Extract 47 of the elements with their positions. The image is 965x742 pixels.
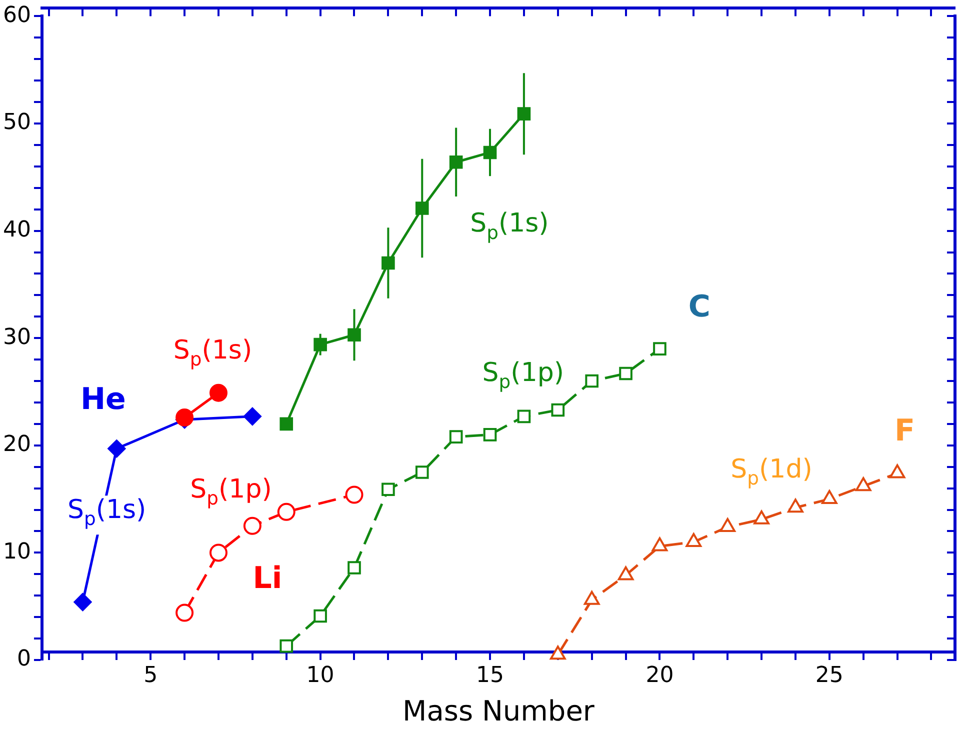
annotation: C <box>688 289 710 324</box>
point <box>483 146 497 160</box>
x-tick-label: 10 <box>306 662 334 688</box>
point <box>176 604 194 622</box>
x-tick-label: 15 <box>476 662 504 688</box>
point <box>209 384 228 402</box>
point <box>345 486 364 504</box>
x-tick-label: 5 <box>144 662 158 688</box>
point <box>619 366 632 380</box>
x-tick-label: 25 <box>815 662 844 688</box>
y-tick-label: 50 <box>2 110 31 136</box>
y-tick-label: 40 <box>2 218 31 243</box>
point <box>415 466 429 479</box>
point <box>243 516 262 535</box>
y-tick-label: 60 <box>2 2 31 28</box>
point <box>74 593 92 612</box>
point <box>585 374 598 388</box>
point <box>653 342 666 356</box>
annotation: Li <box>252 560 282 596</box>
point <box>280 417 294 431</box>
point <box>449 155 463 169</box>
annotation: F <box>894 414 916 449</box>
point <box>551 403 565 417</box>
point <box>415 202 429 215</box>
point <box>348 561 361 574</box>
y-tick-label: 10 <box>2 539 31 564</box>
annotation: He <box>80 382 126 417</box>
point <box>517 410 531 424</box>
point <box>517 107 531 120</box>
point <box>483 428 497 442</box>
point <box>176 408 194 426</box>
x-tick-label: 20 <box>646 662 674 688</box>
point <box>449 430 463 444</box>
point <box>277 502 296 521</box>
y-tick-label: 0 <box>16 646 31 672</box>
point <box>314 338 327 352</box>
y-tick-label: 20 <box>2 432 31 458</box>
x-axis-title: Mass Number <box>402 694 595 728</box>
point <box>280 639 294 653</box>
y-tick-label: 30 <box>2 324 31 350</box>
point <box>209 544 228 562</box>
point <box>243 407 262 426</box>
point <box>314 609 327 623</box>
point <box>382 256 395 270</box>
point <box>108 440 126 458</box>
point <box>348 328 361 342</box>
point <box>382 482 395 496</box>
